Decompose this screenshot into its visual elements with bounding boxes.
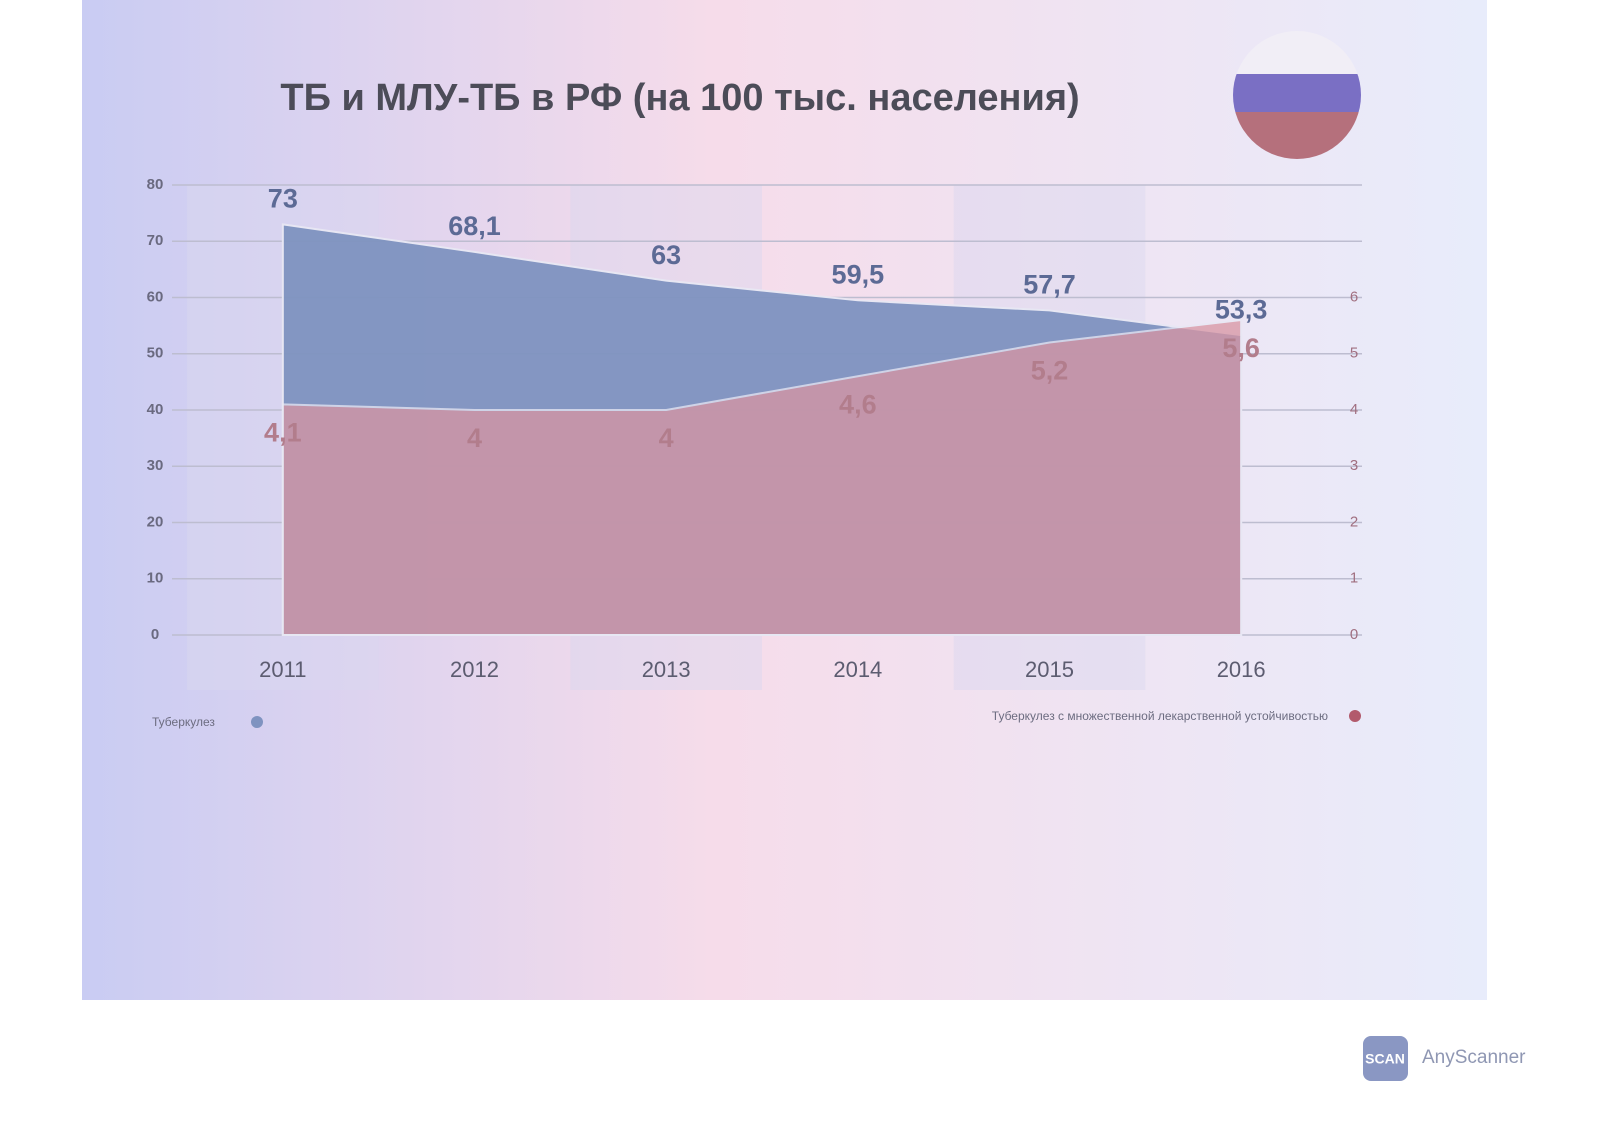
watermark-icon-text: SCAN bbox=[1365, 1051, 1405, 1067]
x-tick-label: 2012 bbox=[450, 657, 499, 682]
x-tick-label: 2016 bbox=[1217, 657, 1266, 682]
y-tick-label: 70 bbox=[147, 232, 164, 249]
y-tick-label: 80 bbox=[147, 176, 164, 193]
watermark-text: AnyScanner bbox=[1422, 1047, 1526, 1068]
y-tick-label: 10 bbox=[147, 570, 164, 587]
legend-label: Туберкулез с множественной лекарственной… bbox=[992, 709, 1328, 723]
x-tick-label: 2011 bbox=[259, 657, 306, 682]
value-label: 5,6 bbox=[1222, 333, 1260, 363]
y2-tick-label: 6 bbox=[1350, 288, 1358, 305]
y-tick-label: 20 bbox=[147, 513, 164, 530]
legend-label: Туберкулез bbox=[152, 715, 215, 729]
y-tick-label: 30 bbox=[147, 457, 164, 474]
value-label: 73 bbox=[268, 184, 298, 214]
chart-title: ТБ и МЛУ-ТБ в РФ (на 100 тыс. населения) bbox=[280, 77, 1079, 119]
y2-tick-label: 1 bbox=[1350, 570, 1358, 587]
y2-tick-label: 5 bbox=[1350, 345, 1358, 362]
watermark-icon bbox=[1363, 1036, 1408, 1081]
y2-tick-label: 2 bbox=[1350, 513, 1358, 530]
x-tick-label: 2013 bbox=[642, 657, 691, 682]
x-tick-label: 2015 bbox=[1025, 657, 1074, 682]
y-tick-label: 0 bbox=[151, 626, 159, 643]
x-tick-label: 2014 bbox=[833, 657, 882, 682]
value-label: 53,3 bbox=[1215, 294, 1268, 324]
legend-swatch bbox=[251, 716, 263, 728]
y2-tick-label: 4 bbox=[1350, 401, 1358, 418]
legend-swatch bbox=[1349, 710, 1361, 722]
plot: 0 10 20 30 40 50 60 70 80 0 1 2 3 4 5 6 73 68,1 63 59,5 57,7… bbox=[147, 176, 1362, 729]
value-label: 57,7 bbox=[1023, 270, 1076, 300]
value-label: 63 bbox=[651, 240, 681, 270]
value-label: 4 bbox=[659, 423, 674, 453]
value-label: 5,2 bbox=[1031, 356, 1069, 386]
y-tick-label: 40 bbox=[147, 401, 164, 418]
value-label: 59,5 bbox=[832, 259, 885, 289]
y2-tick-label: 0 bbox=[1350, 626, 1358, 643]
y2-tick-label: 3 bbox=[1350, 457, 1358, 474]
value-label: 4,1 bbox=[264, 418, 302, 448]
value-label: 68,1 bbox=[448, 211, 501, 241]
value-label: 4,6 bbox=[839, 389, 877, 419]
y-tick-label: 50 bbox=[147, 345, 164, 362]
value-label: 4 bbox=[467, 423, 482, 453]
y-tick-label: 60 bbox=[147, 288, 164, 305]
area bbox=[281, 318, 1243, 636]
